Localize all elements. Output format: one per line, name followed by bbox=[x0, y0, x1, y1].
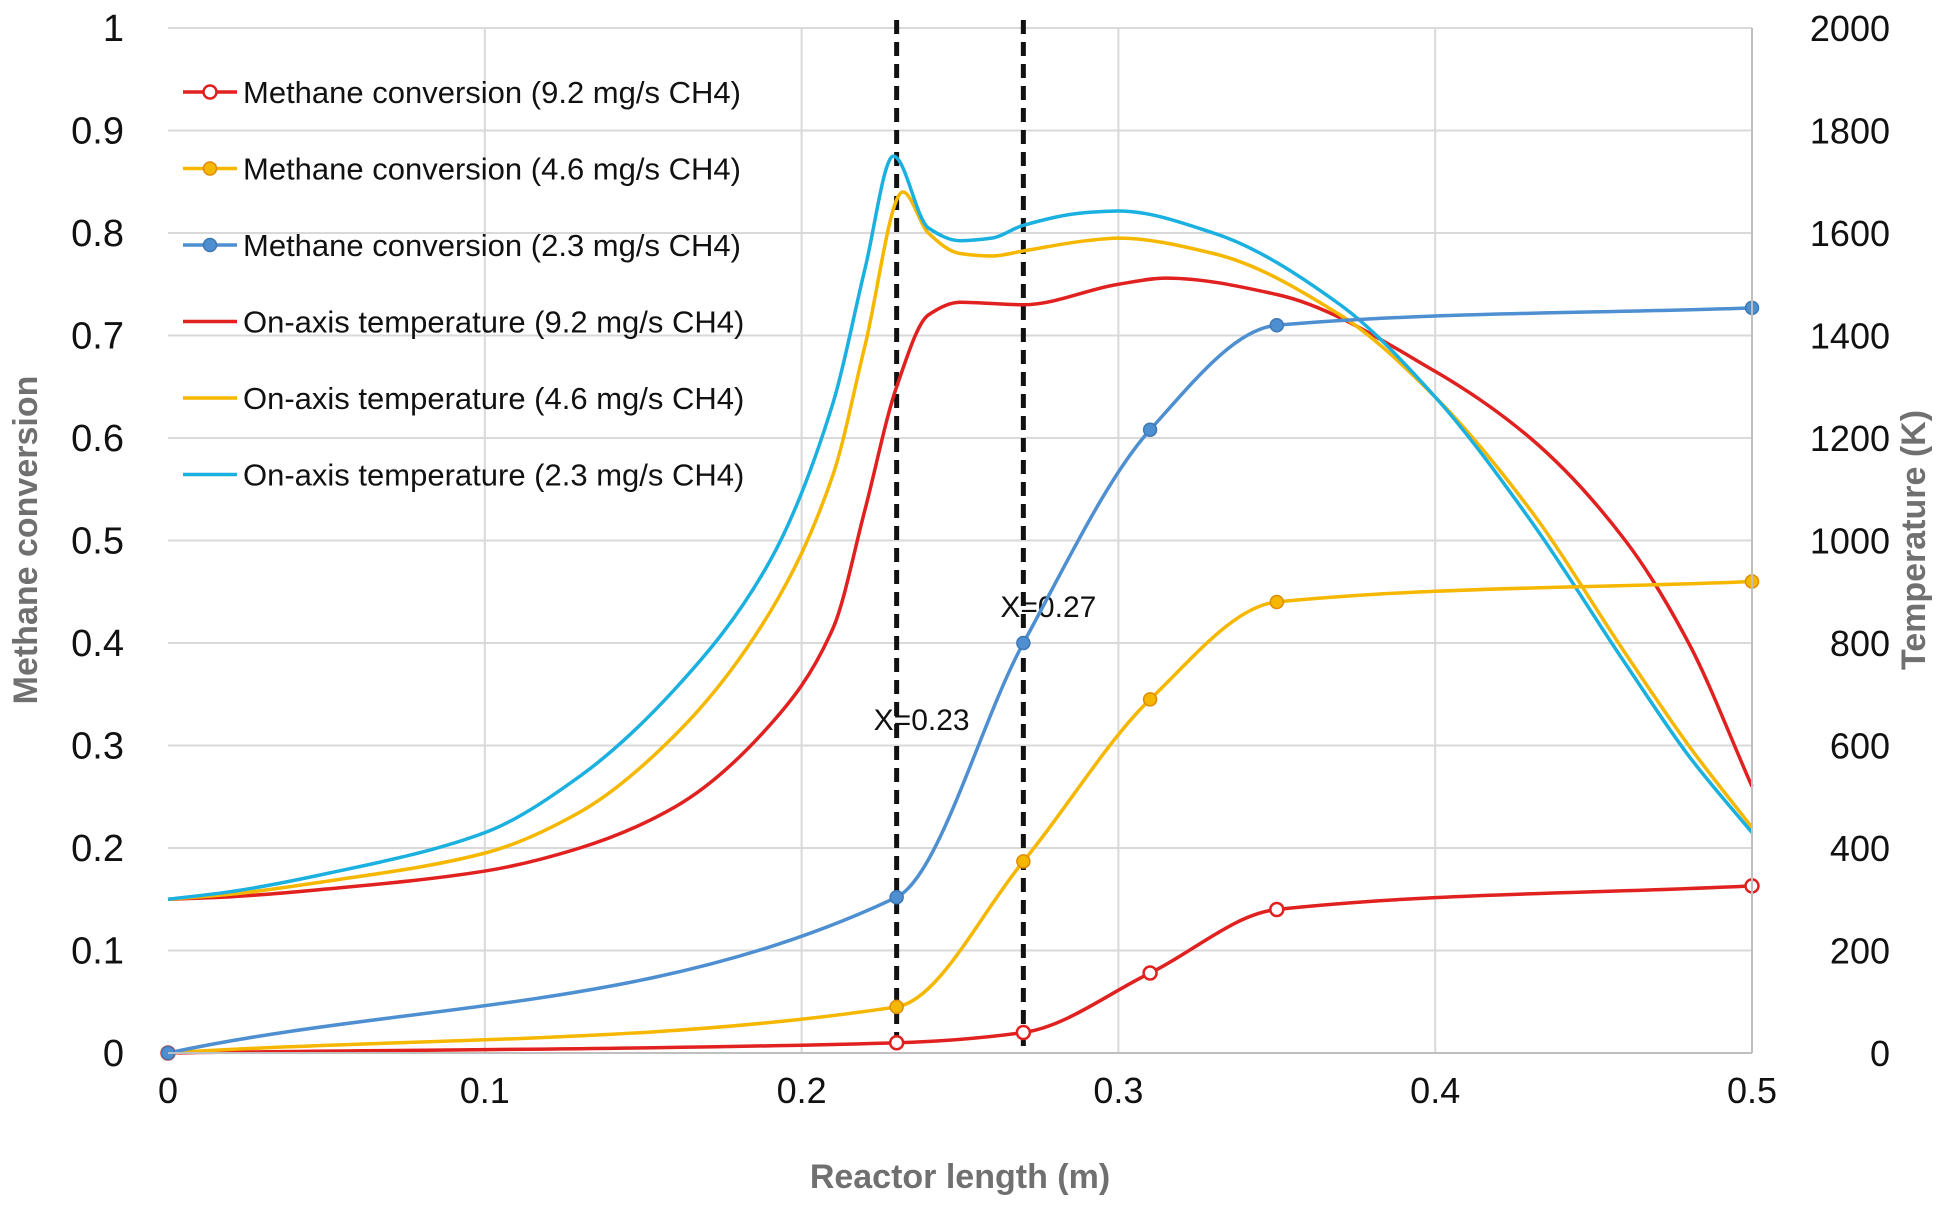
series-0 bbox=[160, 878, 1760, 1061]
series-line bbox=[167, 579, 1753, 1055]
legend-item: On-axis temperature (9.2 mg/s CH4) bbox=[183, 305, 744, 340]
legend-label: Methane conversion (2.3 mg/s CH4) bbox=[243, 228, 741, 263]
y2-tick-label: 1200 bbox=[1810, 418, 1890, 459]
data-point bbox=[1142, 965, 1158, 981]
legend-marker bbox=[202, 237, 218, 253]
legend-label: On-axis temperature (9.2 mg/s CH4) bbox=[243, 305, 744, 340]
y-tick-label: 0.8 bbox=[71, 213, 124, 255]
data-point bbox=[889, 999, 904, 1015]
legend-item: Methane conversion (4.6 mg/s CH4) bbox=[183, 152, 741, 187]
data-point bbox=[1269, 901, 1285, 918]
legend-item: On-axis temperature (4.6 mg/s CH4) bbox=[183, 381, 744, 416]
series-4 bbox=[167, 190, 1754, 901]
y-axis-title: Methane conversion bbox=[7, 376, 45, 705]
legend-label: On-axis temperature (2.3 mg/s CH4) bbox=[243, 458, 744, 493]
x-tick-label: 0.3 bbox=[1093, 1070, 1143, 1111]
series-line bbox=[167, 276, 1754, 901]
y2-tick-label: 2000 bbox=[1810, 8, 1890, 49]
x-axis-title: Reactor length (m) bbox=[810, 1158, 1110, 1196]
legend: Methane conversion (9.2 mg/s CH4) Methane… bbox=[183, 75, 744, 493]
legend-marker bbox=[202, 84, 218, 100]
y2-tick-label: 800 bbox=[1830, 623, 1890, 664]
data-point bbox=[1016, 854, 1031, 869]
y2-tick-label: 600 bbox=[1830, 726, 1890, 767]
data-point bbox=[1142, 692, 1158, 707]
data-point bbox=[1269, 318, 1285, 333]
data-point bbox=[1016, 635, 1031, 651]
y-tick-label: 0.5 bbox=[71, 521, 124, 563]
x-tick-label: 0.4 bbox=[1410, 1070, 1460, 1111]
y2-tick-label: 200 bbox=[1830, 931, 1890, 972]
legend-label: Methane conversion (4.6 mg/s CH4) bbox=[243, 152, 741, 187]
x-tick-label: 0.1 bbox=[460, 1070, 510, 1111]
series-3 bbox=[167, 276, 1754, 901]
y2-axis-title: Temperature (K) bbox=[1895, 410, 1933, 670]
y-tick-label: 0.4 bbox=[71, 623, 124, 665]
data-point bbox=[1015, 1024, 1032, 1041]
series-line bbox=[167, 306, 1753, 1055]
legend-item: On-axis temperature (2.3 mg/s CH4) bbox=[183, 458, 744, 493]
vertical-marker-layer: X=0.23X=0.27 bbox=[874, 20, 1096, 1053]
legend-item: Methane conversion (2.3 mg/s CH4) bbox=[183, 228, 741, 263]
y2-tick-label: 1600 bbox=[1810, 213, 1890, 254]
y-tick-label: 0.7 bbox=[71, 316, 124, 358]
legend-marker bbox=[202, 161, 218, 176]
y2-tick-label: 1800 bbox=[1810, 111, 1890, 152]
x-tick-label: 0.5 bbox=[1727, 1070, 1777, 1111]
series-layer bbox=[160, 154, 1760, 1061]
y-tick-label: 1 bbox=[103, 8, 124, 50]
y2-tick-label: 1400 bbox=[1810, 316, 1890, 357]
legend-item: Methane conversion (9.2 mg/s CH4) bbox=[183, 75, 741, 110]
series-line bbox=[167, 884, 1753, 1055]
y-tick-label: 0.3 bbox=[71, 726, 124, 768]
y-tick-label: 0 bbox=[103, 1033, 124, 1075]
axis-layer: 0 0.1 0.2 0.3 0.4 0.5 0.6 0.7 0.8 0.9 1 0 200 400 600 8… bbox=[71, 8, 1890, 1111]
marker-annotation: X=0.23 bbox=[874, 704, 970, 737]
legend-label: On-axis temperature (4.6 mg/s CH4) bbox=[243, 381, 744, 416]
series-1 bbox=[160, 574, 1760, 1061]
series-2 bbox=[160, 300, 1760, 1061]
y2-tick-label: 400 bbox=[1830, 828, 1890, 869]
y-tick-label: 0.6 bbox=[71, 418, 124, 460]
x-tick-label: 0 bbox=[158, 1070, 178, 1111]
y-tick-label: 0.9 bbox=[71, 111, 124, 153]
data-point bbox=[1269, 594, 1285, 610]
y2-tick-label: 0 bbox=[1870, 1033, 1890, 1074]
x-tick-label: 0.2 bbox=[777, 1070, 827, 1111]
y-tick-label: 0.2 bbox=[71, 828, 124, 870]
legend-label: Methane conversion (9.2 mg/s CH4) bbox=[243, 75, 741, 110]
series-5 bbox=[167, 154, 1754, 901]
data-point bbox=[1142, 422, 1158, 438]
grid-layer bbox=[168, 27, 1752, 1053]
series-line bbox=[167, 190, 1754, 901]
y-tick-label: 0.1 bbox=[71, 931, 124, 973]
series-line bbox=[167, 154, 1754, 901]
y2-tick-label: 1000 bbox=[1810, 521, 1890, 562]
data-point bbox=[888, 1035, 905, 1051]
data-point bbox=[889, 889, 904, 905]
